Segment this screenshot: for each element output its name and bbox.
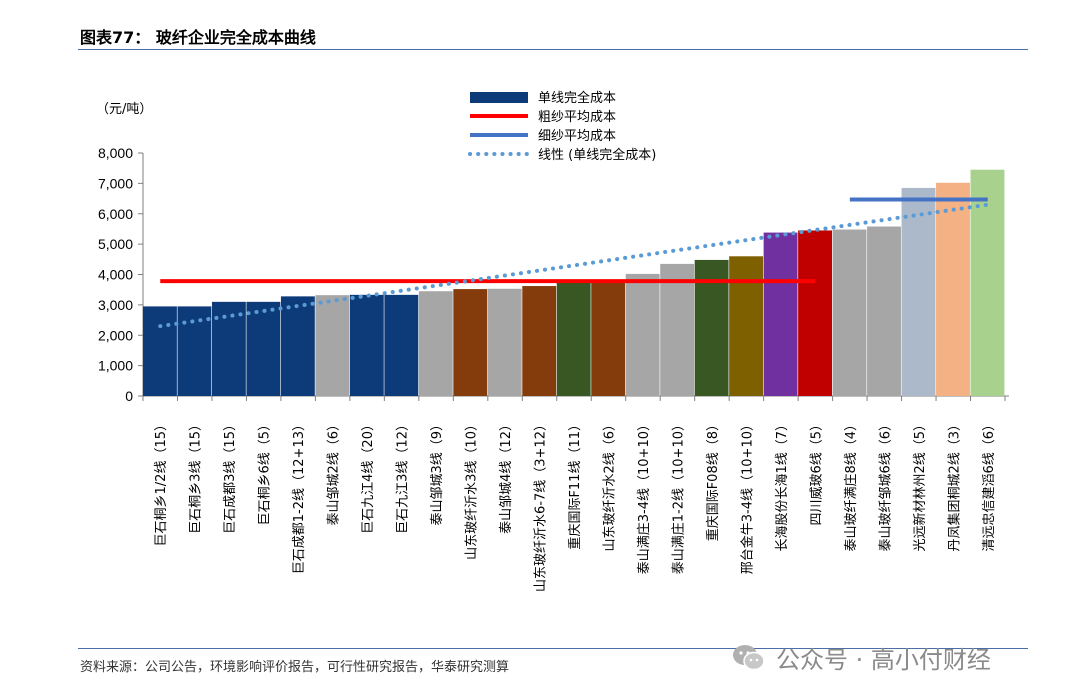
bar — [349, 294, 384, 396]
x-category-label: 泰山邹城2线（6） — [326, 418, 342, 526]
x-category-label: 巨石成都3线（15） — [223, 418, 238, 534]
x-category-label: 巨石九江3线（12） — [396, 418, 411, 534]
bar — [556, 280, 591, 396]
x-category-label: 清远忠信建滔6线（6） — [982, 418, 997, 552]
y-tick-label: 4,000 — [98, 267, 133, 283]
legend-label: 线性 (单线完全成本) — [538, 147, 656, 163]
bar — [901, 187, 936, 396]
bar — [660, 263, 695, 396]
x-category-label: 山东玻纤沂水2线（6） — [602, 418, 617, 552]
x-category-label: 泰山邹城4线（12） — [498, 418, 514, 534]
x-category-label: 泰山邹城3线（9） — [429, 418, 445, 526]
bar — [177, 306, 212, 396]
x-category-label: 泰山玻纤邹城6线（6） — [877, 418, 893, 552]
y-unit-label: （元/吨） — [96, 102, 152, 117]
bar — [591, 279, 626, 396]
x-labels-layer: 巨石桐乡1/2线（15） 巨石桐乡3线（15） 巨石成都3线（15） 巨石桐乡6线（5… — [154, 418, 997, 592]
bar — [970, 169, 1005, 396]
x-category-label: 山东玻纤沂水3线（10） — [465, 418, 480, 560]
reference-lines-layer — [158, 197, 990, 329]
source-divider — [78, 648, 1028, 649]
source-note: 资料来源：公司公告，环境影响评价报告，可行性研究报告，华泰研究测算 — [80, 660, 510, 675]
bar — [453, 289, 488, 396]
y-tick-label: 0 — [125, 388, 133, 404]
x-category-label: 泰山玻纤满庄8线（4） — [843, 418, 859, 552]
y-tick-label: 2,000 — [98, 327, 133, 343]
x-category-label: 长海股份长海1线（7） — [775, 418, 790, 552]
x-category-label: 巨石桐乡6线（5） — [258, 418, 273, 526]
x-category-label: 巨石九江4线（20） — [361, 418, 376, 534]
x-category-label: 光远新材林州2线（5） — [912, 418, 928, 552]
legend-label: 细纱平均成本 — [538, 129, 616, 144]
x-category-label: 泰山满庄3-4线（10+10） — [636, 418, 652, 574]
x-category-label: 巨石桐乡3线（15） — [189, 418, 204, 534]
bar — [487, 288, 522, 396]
x-category-label: 丹凤集团桐城2线（3） — [946, 418, 962, 552]
bar — [522, 286, 557, 396]
bar — [625, 273, 660, 396]
legend-label: 粗纱平均成本 — [538, 110, 616, 125]
y-tick-label: 3,000 — [98, 297, 133, 313]
bar — [729, 256, 764, 396]
figure-title: 图表77： 玻纤企业完全成本曲线 — [80, 28, 316, 47]
wechat-icon — [733, 644, 765, 670]
bar — [143, 306, 177, 396]
bar — [246, 301, 281, 396]
x-category-label: 重庆国际F11线（11） — [567, 418, 583, 550]
bar — [315, 295, 350, 396]
x-category-label: 邢台金牛3-4线（10+10） — [739, 418, 755, 574]
bar — [936, 182, 970, 396]
x-category-label: 巨石成都1-2线（12+13） — [292, 418, 307, 574]
y-tick-label: 6,000 — [98, 206, 133, 222]
bar — [418, 291, 453, 396]
legend-label: 单线完全成本 — [538, 90, 616, 106]
x-category-label: 山东玻纤沂水6-7线（3+12） — [534, 418, 549, 592]
bar — [763, 232, 798, 396]
bar — [280, 296, 315, 396]
bar — [798, 230, 832, 396]
watermark: 公众号 · 高小付财经 — [732, 640, 991, 675]
y-tick-label: 1,000 — [98, 358, 133, 374]
watermark-text: 公众号 · 高小付财经 — [776, 646, 991, 674]
title-divider — [78, 49, 1028, 50]
trendline — [158, 202, 990, 329]
y-tick-label: 8,000 — [98, 145, 133, 161]
legend-swatch — [470, 92, 528, 103]
bars-layer — [143, 169, 1005, 396]
y-tick-label: 5,000 — [98, 236, 133, 252]
y-axis-layer: （元/吨） 0 1,000 2,000 3,000 4,000 5,000 6,000 7,00… — [96, 102, 1009, 404]
y-tick-label: 7,000 — [98, 175, 133, 191]
x-category-label: 巨石桐乡1/2线（15） — [154, 418, 169, 546]
bar — [384, 294, 419, 396]
x-category-label: 重庆国际F08线（8） — [705, 418, 721, 541]
bar — [832, 229, 867, 396]
x-category-label: 四川威玻6线（5） — [809, 418, 824, 526]
bar — [867, 226, 901, 396]
x-category-label: 泰山满庄1-2线（10+10） — [670, 418, 686, 574]
